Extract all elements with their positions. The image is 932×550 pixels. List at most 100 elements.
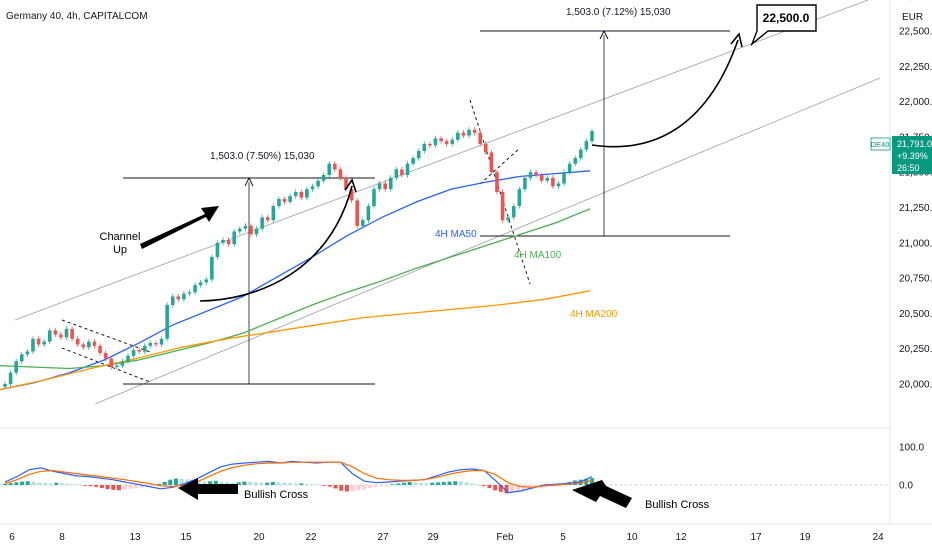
macd-histogram-bar bbox=[162, 481, 167, 485]
candle-body bbox=[154, 343, 158, 345]
macd-histogram-bar bbox=[362, 485, 367, 490]
candle-body bbox=[523, 177, 527, 190]
candle-body bbox=[400, 169, 404, 176]
price-tag-box bbox=[892, 136, 932, 174]
channel-label-line1: Channel bbox=[100, 231, 141, 243]
macd-histogram-bar bbox=[350, 485, 355, 492]
ma50-label: 4H MA50 bbox=[435, 229, 477, 240]
macd-histogram-bar bbox=[316, 484, 321, 486]
macd-histogram-bar bbox=[356, 485, 361, 491]
price-tick-label: 22,500.0 bbox=[899, 27, 932, 38]
bullish-cross-arrow-1 bbox=[178, 478, 238, 500]
price-tick-label: 21,000.0 bbox=[899, 238, 932, 249]
macd-histogram-bar bbox=[419, 483, 424, 485]
candle-body bbox=[277, 199, 281, 207]
candle-body bbox=[478, 132, 482, 144]
candle-body bbox=[299, 191, 304, 198]
bullish-cross-label-2: Bullish Cross bbox=[645, 499, 710, 511]
macd-histogram-bar bbox=[470, 483, 475, 485]
candle-body bbox=[528, 172, 533, 178]
measure-1-label: 1,503.0 (7.50%) 15,030 bbox=[210, 151, 315, 162]
macd-histogram-bar bbox=[384, 485, 389, 486]
channel-lower-line bbox=[94, 77, 881, 405]
symbol-title: Germany 40, 4h, CAPITALCOM bbox=[6, 11, 148, 22]
candle-body bbox=[388, 177, 393, 190]
macd-histogram-bar bbox=[305, 483, 310, 485]
macd-histogram-bar bbox=[168, 479, 173, 485]
candle-body bbox=[467, 129, 471, 136]
macd-histogram-bar bbox=[65, 483, 70, 485]
macd-histogram-bar bbox=[105, 485, 110, 490]
projection-curves bbox=[199, 32, 743, 302]
macd-histogram-bar bbox=[493, 485, 498, 491]
candle-body bbox=[204, 279, 209, 283]
candle-body bbox=[59, 334, 63, 338]
price-tick-label: 22,000.0 bbox=[899, 97, 932, 108]
ma200-line bbox=[0, 290, 591, 391]
macd-histogram-bar bbox=[3, 483, 7, 485]
candle-body bbox=[282, 199, 287, 202]
candle-body bbox=[517, 189, 522, 207]
candle-body bbox=[75, 338, 80, 345]
channel-up-arrow bbox=[140, 206, 219, 249]
candle-body bbox=[305, 189, 309, 198]
candle-body bbox=[556, 183, 561, 187]
price-tag-price: 21,791.0 bbox=[897, 139, 932, 149]
falling-wedge-upper bbox=[61, 319, 151, 353]
projection-curve-1 bbox=[199, 185, 353, 302]
macd-histogram-bar bbox=[367, 485, 372, 489]
macd-histogram-bar bbox=[88, 485, 93, 487]
candle-body bbox=[321, 175, 326, 181]
indicator-axis[interactable]: 100.0 0.0 bbox=[899, 443, 924, 492]
macd-histogram-bar bbox=[54, 482, 59, 485]
candle-body bbox=[433, 138, 438, 146]
target-callout: 22,500.0 bbox=[750, 4, 817, 47]
candle-body bbox=[98, 345, 102, 353]
ma200-label: 4H MA200 bbox=[570, 309, 618, 320]
macd-histogram-bar bbox=[25, 481, 30, 485]
candle-body bbox=[461, 132, 466, 136]
candle-body bbox=[573, 158, 578, 164]
macd-histogram-bar bbox=[122, 485, 127, 490]
time-tick-label: 6 bbox=[9, 532, 15, 543]
candle-body bbox=[293, 191, 298, 197]
price-tag-symbol: DE40 bbox=[871, 140, 890, 149]
price-tag-change: +9.39% bbox=[897, 151, 928, 161]
candle-body bbox=[142, 345, 147, 352]
candle-body bbox=[25, 351, 30, 355]
candle-body bbox=[8, 372, 13, 384]
macd-histogram-bar bbox=[77, 484, 82, 486]
candle-body bbox=[109, 358, 114, 368]
candle-body bbox=[534, 172, 538, 176]
macd-histogram-bar bbox=[116, 485, 121, 491]
price-tick-label: 20,250.0 bbox=[899, 344, 932, 355]
candle-body bbox=[472, 129, 477, 133]
grid bbox=[0, 0, 932, 525]
candle-body bbox=[355, 200, 359, 226]
candle-body bbox=[506, 217, 510, 221]
bullish-cross-arrow-2 bbox=[572, 480, 632, 508]
candle-body bbox=[545, 177, 550, 181]
candle-body bbox=[31, 338, 35, 352]
macd-histogram-bar bbox=[327, 485, 332, 487]
candle-body bbox=[193, 285, 197, 293]
macd-histogram-bar bbox=[282, 482, 287, 485]
macd-histogram-bar bbox=[322, 485, 327, 486]
candle-body bbox=[372, 189, 376, 207]
bullish-cross-annotation-2: Bullish Cross bbox=[572, 480, 710, 511]
macd-histogram-bar bbox=[71, 484, 76, 486]
candle-body bbox=[584, 141, 589, 150]
time-axis[interactable]: 6 8 13 15 20 22 27 29 Feb 5 10 12 17 19 24 bbox=[9, 532, 884, 543]
candle-body bbox=[3, 384, 7, 387]
candle-body bbox=[170, 296, 175, 305]
price-tick-label: 22,750.0 bbox=[899, 0, 932, 2]
measure-1-arrowhead bbox=[244, 176, 254, 187]
candle-body bbox=[137, 350, 141, 352]
candle-body bbox=[176, 296, 181, 300]
macd-histogram-bar bbox=[487, 485, 492, 489]
macd-histogram-bar bbox=[253, 482, 258, 485]
time-tick-label: 27 bbox=[377, 532, 389, 543]
macd-histogram-bar bbox=[236, 482, 241, 485]
projection-curve-1-arrowhead bbox=[344, 178, 357, 193]
